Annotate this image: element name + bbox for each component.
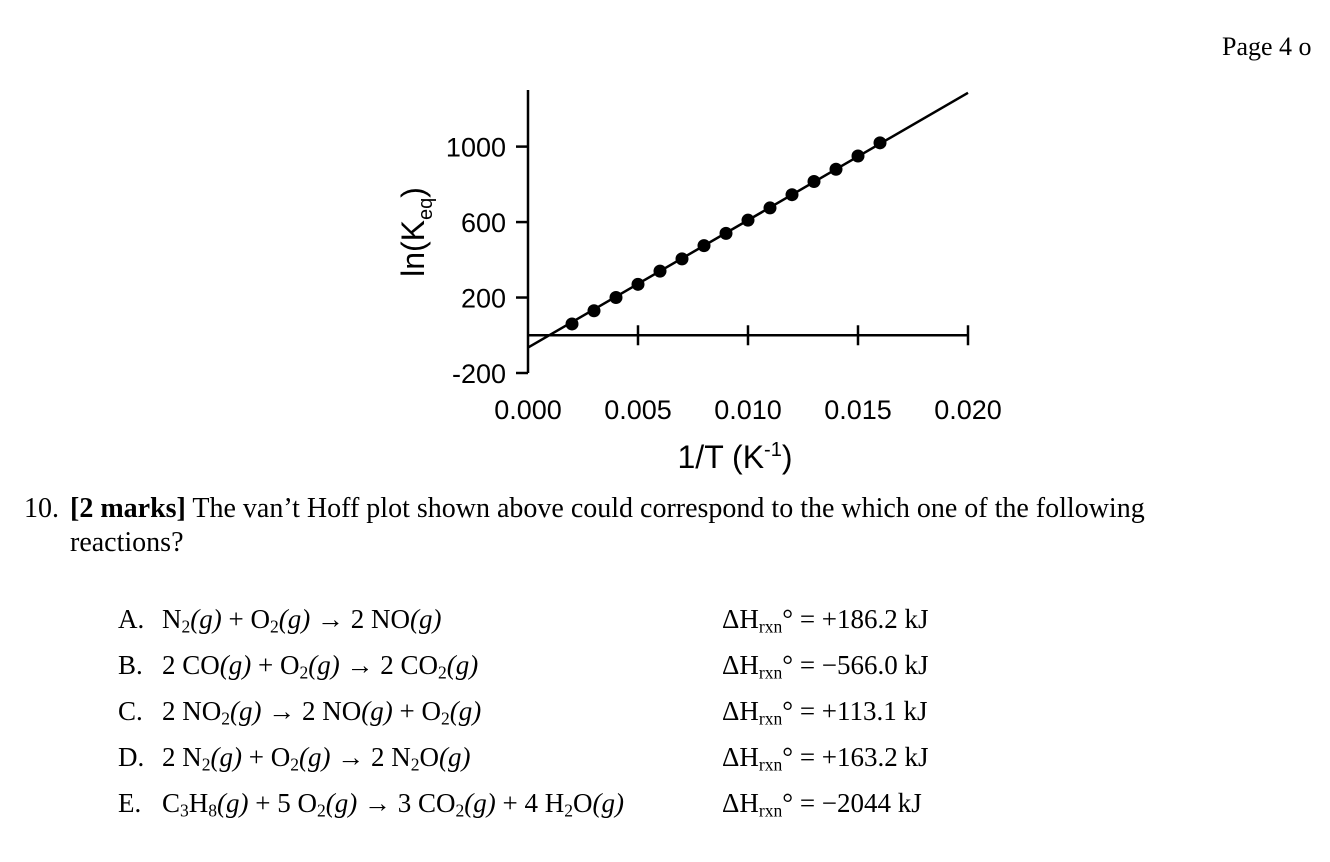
reaction-equation: 2 N2(g) + O2(g) → 2 N2O(g) [162, 742, 471, 775]
data-point [653, 264, 667, 278]
data-point [829, 162, 843, 176]
y-axis-label: ln(Keq) [395, 187, 437, 277]
option-letter: A. [118, 604, 145, 634]
reaction-equation: 2 NO2(g) → 2 NO(g) + O2(g) [162, 696, 482, 729]
x-tick-label: 0.000 [494, 395, 562, 425]
y-tick-label: 200 [461, 284, 506, 314]
x-tick-label: 0.005 [604, 395, 672, 425]
vant-hoff-plot: 1/T (K-1) ln(Keq) -200 200 600 1000 0.000 0.0… [395, 90, 1002, 475]
data-points [565, 136, 887, 331]
y-tick-label: -200 [452, 359, 506, 389]
data-point [763, 201, 777, 215]
enthalpy-value: ΔHrxn° = +163.2 kJ [722, 742, 929, 775]
data-point [719, 226, 733, 240]
reaction-equation: N2(g) + O2(g) → 2 NO(g) [162, 604, 442, 637]
reaction-equation: C3H8(g) + 5 O2(g) → 3 CO2(g) + 4 H2O(g) [162, 788, 625, 821]
reaction-equation: 2 CO(g) + O2(g) → 2 CO2(g) [162, 650, 479, 683]
option-letter: C. [118, 696, 143, 726]
option-letter: D. [118, 742, 145, 772]
chart-ticks [516, 145, 970, 375]
enthalpy-value: ΔHrxn° = +186.2 kJ [722, 604, 929, 637]
question-marks: [2 marks] [70, 493, 186, 524]
x-axis-label: 1/T (K-1) [678, 439, 793, 475]
enthalpy-value: ΔHrxn° = −2044 kJ [722, 788, 922, 821]
question-10: 10. [2 marks] The van’t Hoff plot shown a… [24, 492, 1304, 560]
data-point [631, 277, 645, 291]
chart-labels: 1/T (K-1) ln(Keq) -200 200 600 1000 0.000 0.0… [395, 133, 1002, 475]
page-number: Page 4 o [1222, 32, 1312, 61]
option-letter: B. [118, 650, 143, 680]
enthalpy-value: ΔHrxn° = +113.1 kJ [722, 696, 928, 729]
data-point [851, 149, 865, 163]
y-tick-label: 600 [461, 208, 506, 238]
question-number: 10. [24, 493, 59, 524]
enthalpy-value: ΔHrxn° = −566.0 kJ [722, 650, 929, 683]
data-point [697, 239, 711, 253]
x-tick-label: 0.015 [824, 395, 892, 425]
data-point [741, 213, 755, 227]
x-tick-label: 0.010 [714, 395, 782, 425]
data-point [565, 317, 579, 331]
question-text-line2: reactions? [70, 527, 184, 558]
data-point [587, 304, 601, 318]
x-tick-label: 0.020 [934, 395, 1002, 425]
data-point [675, 252, 689, 266]
y-tick-label: 1000 [446, 133, 506, 163]
data-point [873, 136, 887, 150]
data-point [785, 188, 799, 202]
data-point [609, 291, 623, 305]
option-letter: E. [118, 788, 142, 818]
data-point [807, 175, 821, 189]
question-text-line1: The van’t Hoff plot shown above could co… [192, 493, 1145, 524]
